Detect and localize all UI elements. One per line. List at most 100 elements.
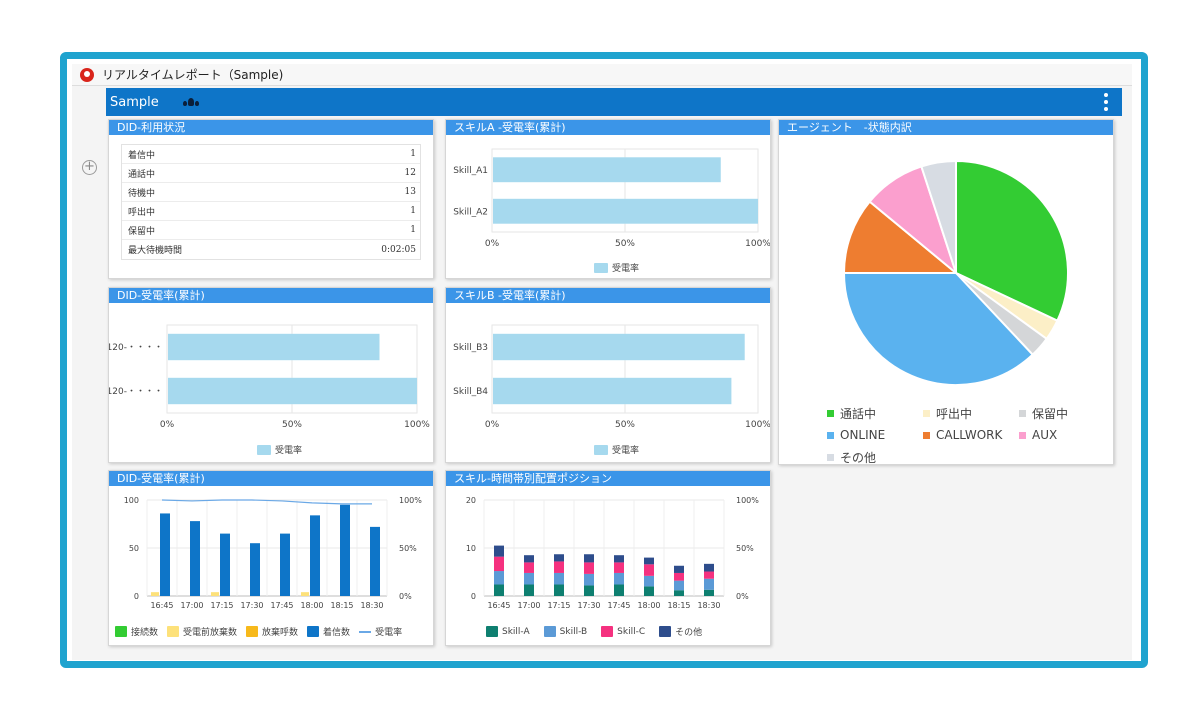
bar-segment bbox=[584, 585, 594, 596]
bar bbox=[493, 377, 732, 405]
legend-swatch bbox=[923, 409, 930, 417]
pie-legend: 通話中 呼出中 保留中 ONLINE CALLWORK AUX その他 bbox=[827, 404, 1117, 466]
panel-title: DID-利用状況 bbox=[109, 120, 433, 135]
bar-segment bbox=[614, 584, 624, 596]
legend-item: 受電率 bbox=[257, 443, 302, 456]
workspace-name: Sample bbox=[110, 94, 159, 110]
x-tick-label: 16:45 bbox=[150, 601, 173, 610]
pie-slice bbox=[842, 272, 1035, 386]
bar bbox=[211, 592, 219, 596]
add-widget-icon[interactable]: + bbox=[82, 160, 97, 175]
bar-segment bbox=[554, 561, 564, 573]
bar-segment bbox=[494, 571, 504, 585]
row-label: 通話中 bbox=[128, 169, 156, 180]
panel-title: DID-受電率(累計) bbox=[109, 471, 433, 486]
bar bbox=[168, 333, 380, 361]
legend-label: 受電前放棄数 bbox=[183, 628, 238, 638]
chart-legend: 受電率 bbox=[594, 261, 639, 274]
pie-slice bbox=[955, 159, 1069, 323]
x-tick-label: 18:00 bbox=[637, 601, 660, 610]
legend-label: AUX bbox=[1032, 428, 1058, 442]
legend-swatch bbox=[827, 409, 834, 417]
bar bbox=[493, 157, 721, 183]
legend-item: CALLWORK bbox=[923, 426, 1019, 444]
y-tick-label: 0 bbox=[471, 592, 476, 601]
legend-item: 呼出中 bbox=[923, 404, 1019, 422]
skill-b-chart: 0% 50% 100% Skill_B3 Skill_B4 bbox=[453, 324, 770, 430]
bar-segment bbox=[644, 564, 654, 576]
y-tick-label: 10 bbox=[466, 544, 476, 553]
panel-title: スキルB -受電率(累計) bbox=[446, 288, 770, 303]
legend-item: 放棄呼数 bbox=[246, 625, 298, 638]
bar-segment bbox=[584, 562, 594, 574]
chart-legend: 受電率 bbox=[257, 443, 302, 456]
bar bbox=[220, 533, 230, 596]
bar bbox=[370, 526, 380, 596]
bar bbox=[250, 543, 260, 596]
legend-swatch bbox=[1019, 431, 1026, 439]
y-tick-label: Skill_A2 bbox=[453, 207, 488, 217]
y-tick-label: 100 bbox=[124, 496, 139, 505]
bar bbox=[340, 504, 350, 596]
legend-swatch bbox=[359, 630, 372, 633]
legend-item: 接続数 bbox=[115, 625, 158, 638]
legend-label: その他 bbox=[840, 450, 877, 465]
y2-tick-label: 0% bbox=[399, 592, 412, 601]
y-tick-label: 20 bbox=[466, 496, 476, 505]
bar-segment bbox=[674, 572, 684, 581]
chart-legend: 受電率 bbox=[594, 443, 639, 456]
chart-legend: Skill-A Skill-B Skill-C その他 bbox=[486, 625, 702, 638]
bar bbox=[310, 515, 320, 596]
row-value: 1 bbox=[410, 149, 416, 159]
bar-segment bbox=[554, 554, 564, 562]
legend-item: AUX bbox=[1019, 426, 1115, 444]
bar bbox=[493, 198, 758, 224]
pie-slice bbox=[842, 200, 959, 274]
bar-segment bbox=[704, 571, 714, 579]
panel-title: エージェント -状態内訳 bbox=[779, 120, 1113, 135]
x-tick-label: 18:00 bbox=[300, 601, 323, 610]
legend-label: 着信数 bbox=[323, 628, 351, 638]
legend-label: 放棄呼数 bbox=[262, 628, 299, 638]
x-tick-label: 17:00 bbox=[180, 601, 203, 610]
bar-segment bbox=[524, 562, 534, 573]
bar bbox=[160, 513, 170, 596]
users-icon[interactable] bbox=[182, 98, 199, 106]
bar-segment bbox=[614, 572, 624, 585]
x-tick-label: 17:45 bbox=[607, 601, 630, 610]
bar-segment bbox=[524, 572, 534, 585]
skill-a-chart: 0% 50% 100% Skill_A1 Skill_A2 bbox=[453, 148, 770, 249]
agent-status-panel: エージェント -状態内訳 通話中 呼出中 保留中 ONLINE CALLWORK AUX そ… bbox=[778, 119, 1114, 465]
panel-title: DID-受電率(累計) bbox=[109, 288, 433, 303]
bar bbox=[151, 592, 159, 596]
legend-swatch bbox=[923, 431, 930, 439]
x-tick-label: 0% bbox=[160, 420, 175, 430]
x-tick-label: 18:30 bbox=[697, 601, 720, 610]
bar-segment bbox=[674, 565, 684, 573]
x-tick-label: 17:00 bbox=[517, 601, 540, 610]
panel-title: スキル-時間帯別配置ポジション bbox=[446, 471, 770, 486]
legend-item: その他 bbox=[827, 448, 923, 466]
more-menu-icon[interactable] bbox=[1104, 93, 1108, 114]
app-window: リアルタイムレポート（Sample) + Sample DID-利用状況 着信中… bbox=[72, 64, 1132, 660]
legend-label: ONLINE bbox=[840, 428, 886, 442]
did-rate-panel: DID-受電率(累計) 0%50%100%0120-・・・・0120-・・・・ … bbox=[108, 287, 434, 463]
legend-label: 受電率 bbox=[375, 628, 403, 638]
legend-label: 受電率 bbox=[612, 446, 640, 456]
pie-slice bbox=[920, 159, 957, 274]
bar bbox=[280, 533, 290, 596]
skill-time-panel: スキル-時間帯別配置ポジション 0 0% 10 50% 20 100% 16:45 17:00… bbox=[445, 470, 771, 646]
legend-label: その他 bbox=[675, 628, 703, 638]
legend-swatch bbox=[659, 626, 672, 637]
bar bbox=[493, 333, 745, 361]
workspace-header: Sample bbox=[106, 88, 1122, 116]
x-tick-label: 17:30 bbox=[240, 601, 263, 610]
x-tick-label: 18:15 bbox=[330, 601, 353, 610]
legend-label: Skill-B bbox=[559, 626, 588, 637]
series-line bbox=[161, 499, 372, 505]
x-tick-label: 17:30 bbox=[577, 601, 600, 610]
table-row: 呼出中 1 bbox=[122, 202, 420, 221]
y2-tick-label: 50% bbox=[736, 544, 754, 553]
bar-segment bbox=[674, 590, 684, 596]
legend-label: 保留中 bbox=[1032, 406, 1069, 421]
